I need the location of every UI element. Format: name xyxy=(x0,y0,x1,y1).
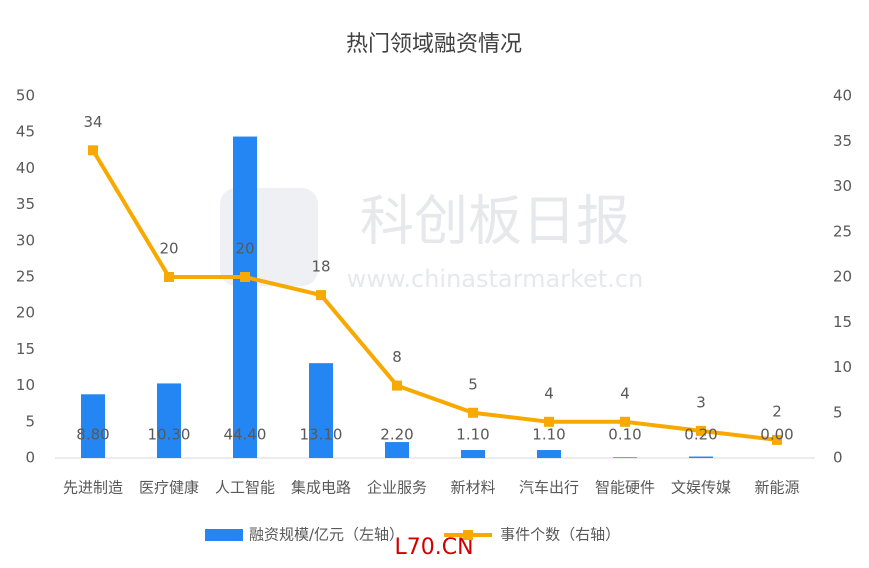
line-marker xyxy=(696,425,706,436)
watermark: 科创板日报 xyxy=(360,190,630,253)
x-tick-label: 新材料 xyxy=(450,479,495,497)
data-label: 4 xyxy=(544,384,554,402)
y-tick-label: 0 xyxy=(25,449,35,467)
data-label: 2.20 xyxy=(380,426,413,444)
data-label: 4 xyxy=(620,384,630,402)
x-tick-label: 人工智能 xyxy=(215,479,275,497)
data-label: 34 xyxy=(83,113,102,131)
legend-label: 融资规模/亿元（左轴） xyxy=(249,526,404,544)
x-tick-label: 集成电路 xyxy=(291,479,351,497)
bar xyxy=(613,457,637,458)
y2-tick-label: 15 xyxy=(833,313,852,331)
data-label: 20 xyxy=(159,240,178,258)
legend-swatch xyxy=(205,529,243,541)
y2-tick-label: 5 xyxy=(833,403,843,421)
footer-mark: L70.CN xyxy=(394,535,473,560)
bar xyxy=(233,136,257,458)
y-tick-label: 35 xyxy=(16,195,35,213)
data-label: 5 xyxy=(468,375,478,393)
legend-swatch xyxy=(463,530,474,540)
watermark-url: www.chinastarmarket.cn xyxy=(347,265,644,293)
bar xyxy=(537,450,561,458)
y-tick-label: 50 xyxy=(16,87,35,105)
x-tick-label: 企业服务 xyxy=(367,479,427,497)
y-tick-label: 45 xyxy=(16,123,35,141)
line xyxy=(91,149,778,442)
x-tick-label: 文娱传媒 xyxy=(671,479,731,497)
y2-tick-label: 25 xyxy=(833,222,852,240)
data-label: 0.10 xyxy=(608,426,641,444)
y2-tick-label: 30 xyxy=(833,177,852,195)
data-label: 1.10 xyxy=(532,426,565,444)
data-label: 2 xyxy=(772,402,782,420)
line-marker xyxy=(164,272,174,282)
bar xyxy=(385,442,409,458)
line-marker xyxy=(316,290,326,301)
line-marker xyxy=(240,272,250,282)
data-label: 0.00 xyxy=(760,426,793,444)
y-tick-label: 30 xyxy=(16,231,35,249)
data-label: 44.40 xyxy=(224,426,267,444)
y2-tick-label: 40 xyxy=(833,87,852,105)
x-tick-label: 智能硬件 xyxy=(595,479,655,497)
line-marker xyxy=(88,145,98,156)
data-label: 13.10 xyxy=(300,426,343,444)
data-label: 8.80 xyxy=(76,426,109,444)
bar xyxy=(309,363,333,458)
data-label: 3 xyxy=(696,393,706,411)
line-marker xyxy=(392,380,402,391)
x-tick-label: 医疗健康 xyxy=(139,479,199,497)
y-tick-label: 15 xyxy=(16,340,35,358)
line-marker xyxy=(468,407,478,418)
y-tick-label: 10 xyxy=(16,376,35,394)
legend-label: 事件个数（右轴） xyxy=(500,526,620,544)
y-tick-label: 40 xyxy=(16,159,35,177)
bar xyxy=(157,383,181,458)
y2-tick-label: 20 xyxy=(833,268,852,286)
y2-tick-label: 35 xyxy=(833,132,852,150)
data-label: 10.30 xyxy=(148,426,191,444)
line-marker xyxy=(544,416,554,427)
y-tick-label: 20 xyxy=(16,304,35,322)
data-label: 8 xyxy=(392,348,402,366)
y2-tick-label: 0 xyxy=(833,449,843,467)
chart-title: 热门领域融资情况 xyxy=(346,32,522,57)
y-tick-label: 25 xyxy=(16,268,35,286)
x-tick-label: 先进制造 xyxy=(63,479,123,497)
data-label: 18 xyxy=(311,258,330,276)
y-tick-label: 5 xyxy=(25,412,35,430)
line-marker xyxy=(620,416,630,427)
bar xyxy=(461,450,485,458)
data-label: 1.10 xyxy=(456,426,489,444)
y2-tick-label: 10 xyxy=(833,358,852,376)
x-tick-label: 新能源 xyxy=(754,479,799,497)
bar xyxy=(81,394,105,458)
bar xyxy=(689,456,713,458)
line-marker xyxy=(772,434,782,445)
x-tick-label: 汽车出行 xyxy=(519,479,579,497)
data-label: 0.20 xyxy=(684,426,717,444)
data-label: 20 xyxy=(235,240,254,258)
